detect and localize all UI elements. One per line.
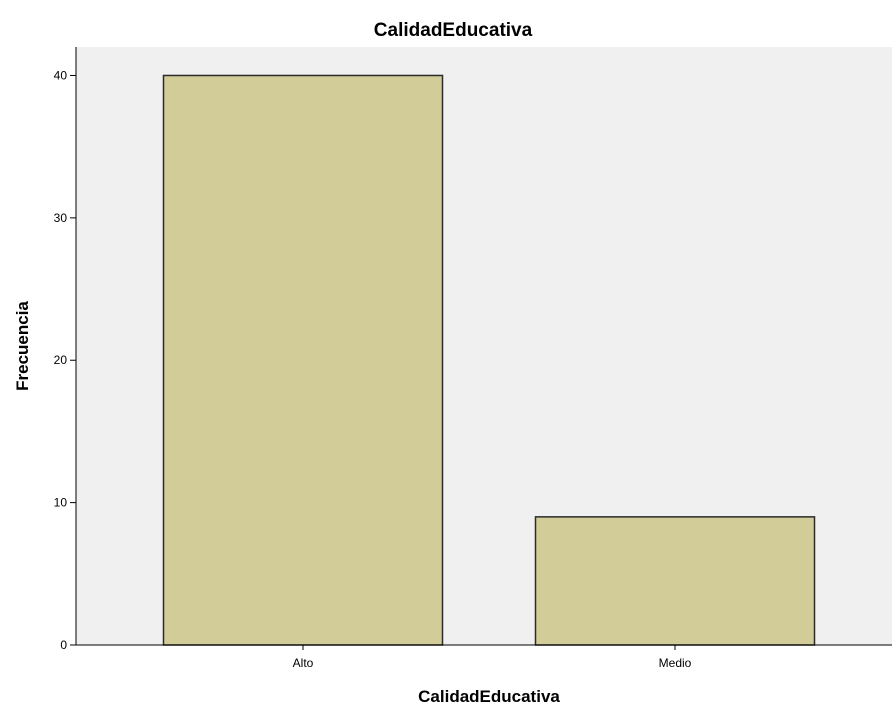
y-tick-label: 10 xyxy=(54,496,68,510)
bar-alto xyxy=(162,74,444,646)
x-tick-label: Alto xyxy=(293,656,314,670)
y-tick-label: 30 xyxy=(54,211,68,225)
bars-group xyxy=(162,74,816,646)
x-tick-label: Medio xyxy=(659,656,692,670)
y-axis-ticks: 0 10 20 30 40 xyxy=(54,68,76,652)
y-tick-label: 20 xyxy=(54,353,68,367)
chart-title: CalidadEducativa xyxy=(374,20,533,41)
y-tick-label: 0 xyxy=(60,638,67,652)
x-axis-ticks: Alto Medio xyxy=(293,645,692,670)
bar-medio xyxy=(534,516,816,646)
x-axis-label: CalidadEducativa xyxy=(418,687,560,706)
y-tick-label: 40 xyxy=(54,68,68,82)
y-axis-label: Frecuencia xyxy=(13,301,32,391)
